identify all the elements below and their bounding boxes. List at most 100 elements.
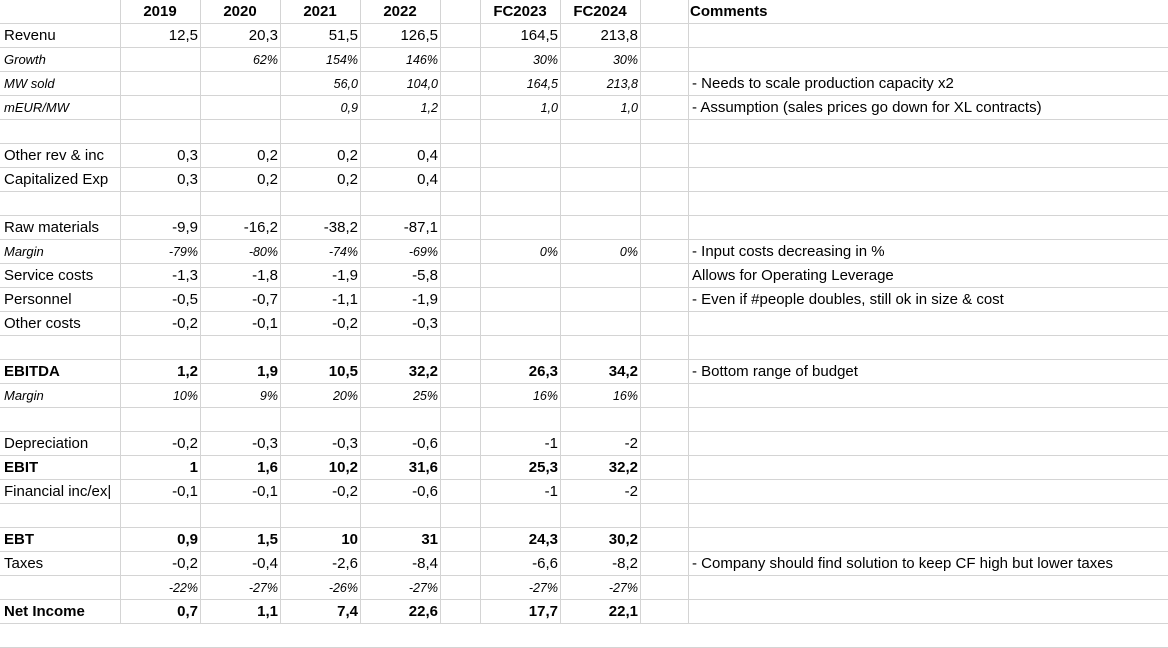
cell-2020[interactable]: 1,5 <box>257 531 278 548</box>
cell-2021[interactable]: 20% <box>332 389 358 403</box>
cell-2021[interactable]: -0,2 <box>332 315 358 332</box>
cell-2019[interactable]: 0,3 <box>177 147 198 164</box>
cell-fc2024[interactable]: -2 <box>624 483 638 500</box>
cell-2022[interactable]: 146% <box>406 53 438 67</box>
cell-2020[interactable]: -0,1 <box>252 483 278 500</box>
cell-2021[interactable]: -2,6 <box>332 555 358 572</box>
cell-2020[interactable]: -80% <box>248 245 278 259</box>
cell-2020[interactable]: 1,1 <box>257 603 278 620</box>
cell-2022[interactable]: 1,2 <box>420 101 438 115</box>
row-label[interactable]: MW sold <box>4 76 55 91</box>
cell-fc2024[interactable]: 34,2 <box>608 363 638 380</box>
cell-2020[interactable]: -27% <box>248 581 278 595</box>
cell-fc2023[interactable]: 25,3 <box>528 459 558 476</box>
cell-2022[interactable]: -1,9 <box>412 291 438 308</box>
cell-2019[interactable]: 12,5 <box>168 27 198 44</box>
cell-2020[interactable]: -0,3 <box>252 435 278 452</box>
cell-2020[interactable]: 0,2 <box>257 171 278 188</box>
cell-2022[interactable]: -0,6 <box>412 483 438 500</box>
cell-2022[interactable]: -5,8 <box>412 267 438 284</box>
cell-2021[interactable]: -1,9 <box>332 267 358 284</box>
header-2022[interactable]: 2022 <box>383 3 417 20</box>
cell-2021[interactable]: 51,5 <box>328 27 358 44</box>
cell-2020[interactable]: -1,8 <box>252 267 278 284</box>
cell-fc2024[interactable]: 16% <box>612 389 638 403</box>
cell-fc2023[interactable]: 24,3 <box>528 531 558 548</box>
header-2020[interactable]: 2020 <box>223 3 257 20</box>
row-label[interactable]: Raw materials <box>4 219 100 236</box>
cell-2022[interactable]: 31,6 <box>408 459 438 476</box>
cell-2021[interactable]: -26% <box>328 581 358 595</box>
row-label[interactable]: mEUR/MW <box>4 100 69 115</box>
row-label[interactable]: Other rev & inc <box>4 147 105 164</box>
cell-fc2023[interactable]: -6,6 <box>532 555 558 572</box>
cell-2019[interactable]: -0,1 <box>172 483 198 500</box>
cell-fc2024[interactable]: 0% <box>619 245 638 259</box>
cell-2021[interactable]: -1,1 <box>332 291 358 308</box>
header-2021[interactable]: 2021 <box>303 3 337 20</box>
cell-2022[interactable]: 31 <box>421 531 438 548</box>
row-label[interactable]: Revenu <box>4 27 56 44</box>
cell-fc2023[interactable]: -1 <box>544 483 558 500</box>
header-fc2023[interactable]: FC2023 <box>493 3 547 20</box>
cell-2019[interactable]: -1,3 <box>172 267 198 284</box>
cell-2021[interactable]: 7,4 <box>337 603 358 620</box>
cell-2022[interactable]: 22,6 <box>408 603 438 620</box>
cell-2022[interactable]: -27% <box>408 581 438 595</box>
cell-fc2023[interactable]: 17,7 <box>528 603 558 620</box>
cell-fc2023[interactable]: 26,3 <box>528 363 558 380</box>
cell-2019[interactable]: 1 <box>189 459 198 476</box>
comment-cell[interactable]: - Company should find solution to keep C… <box>692 555 1114 572</box>
cell-2022[interactable]: 126,5 <box>400 27 438 44</box>
comment-cell[interactable]: Allows for Operating Leverage <box>692 267 894 284</box>
cell-2019[interactable]: 1,2 <box>177 363 198 380</box>
cell-2021[interactable]: 0,2 <box>337 147 358 164</box>
cell-fc2023[interactable]: 1,0 <box>540 101 558 115</box>
cell-2022[interactable]: 25% <box>412 389 438 403</box>
cell-2021[interactable]: -74% <box>328 245 358 259</box>
comment-cell[interactable]: - Even if #people doubles, still ok in s… <box>692 291 1004 308</box>
cell-2022[interactable]: 0,4 <box>417 147 438 164</box>
row-label[interactable]: Depreciation <box>4 435 89 452</box>
cell-2020[interactable]: -0,7 <box>252 291 278 308</box>
row-label[interactable]: Personnel <box>4 291 72 308</box>
cell-2021[interactable]: 0,9 <box>340 101 358 115</box>
cell-fc2024[interactable]: 213,8 <box>600 27 638 44</box>
row-label[interactable]: Growth <box>4 52 46 67</box>
comment-cell[interactable]: - Bottom range of budget <box>692 363 858 380</box>
comment-cell[interactable]: - Assumption (sales prices go down for X… <box>692 99 1042 116</box>
header-2019[interactable]: 2019 <box>143 3 177 20</box>
header-comments[interactable]: Comments <box>690 3 768 20</box>
cell-2020[interactable]: 20,3 <box>248 27 278 44</box>
cell-2019[interactable]: 10% <box>172 389 198 403</box>
cell-fc2024[interactable]: 1,0 <box>620 101 638 115</box>
cell-2021[interactable]: 56,0 <box>333 77 358 91</box>
header-fc2024[interactable]: FC2024 <box>573 3 627 20</box>
cell-2021[interactable]: -0,3 <box>332 435 358 452</box>
cell-fc2024[interactable]: 30,2 <box>608 531 638 548</box>
cell-fc2023[interactable]: 30% <box>532 53 558 67</box>
cell-2022[interactable]: 104,0 <box>406 77 438 91</box>
cell-2019[interactable]: -79% <box>168 245 198 259</box>
row-label[interactable]: Service costs <box>4 267 94 284</box>
cell-fc2024[interactable]: -2 <box>624 435 638 452</box>
cell-2021[interactable]: -38,2 <box>323 219 358 236</box>
cell-fc2023[interactable]: 0% <box>539 245 558 259</box>
cell-2019[interactable]: -0,2 <box>172 555 198 572</box>
row-label[interactable]: Financial inc/ex| <box>4 483 112 500</box>
row-label[interactable]: EBIT <box>4 459 39 476</box>
cell-fc2024[interactable]: 213,8 <box>606 77 638 91</box>
cell-fc2023[interactable]: 164,5 <box>520 27 558 44</box>
row-label[interactable]: EBT <box>4 531 34 548</box>
cell-2022[interactable]: -8,4 <box>412 555 438 572</box>
cell-2021[interactable]: 10 <box>341 531 358 548</box>
cell-fc2024[interactable]: -8,2 <box>612 555 638 572</box>
cell-2022[interactable]: 0,4 <box>417 171 438 188</box>
cell-2021[interactable]: -0,2 <box>332 483 358 500</box>
cell-2021[interactable]: 154% <box>326 53 358 67</box>
cell-fc2024[interactable]: -27% <box>608 581 638 595</box>
cell-fc2023[interactable]: -1 <box>544 435 558 452</box>
cell-2021[interactable]: 10,5 <box>328 363 358 380</box>
cell-2020[interactable]: 9% <box>259 389 278 403</box>
cell-2020[interactable]: 0,2 <box>257 147 278 164</box>
